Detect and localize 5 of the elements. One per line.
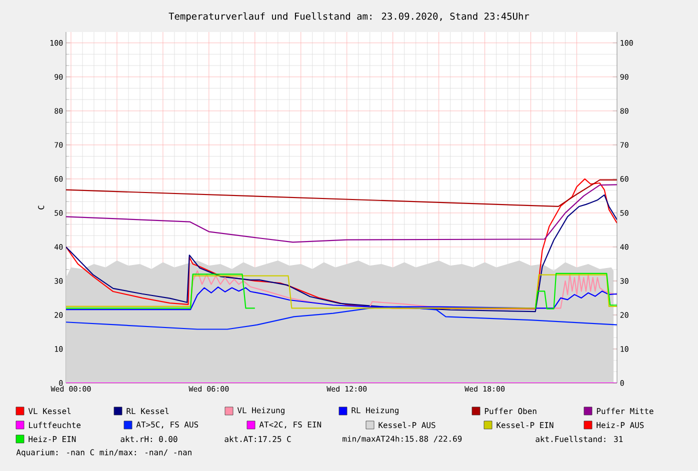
line-series	[66, 184, 618, 243]
line-series	[66, 306, 618, 330]
line-series	[66, 286, 618, 310]
line-series	[66, 179, 618, 208]
chart-title: Temperaturverlauf und Fuellstand am: 23.09.2020, Stand 23:45Uhr	[168, 12, 530, 22]
